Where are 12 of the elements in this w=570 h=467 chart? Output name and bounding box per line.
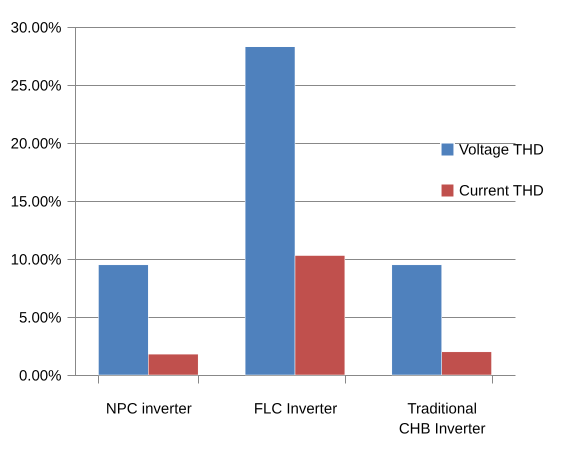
legend-label: Voltage THD — [459, 142, 544, 158]
y-tick-label: 15.00% — [10, 194, 62, 210]
y-tick-label: 5.00% — [18, 310, 62, 326]
legend-label: Current THD — [459, 182, 544, 200]
y-tick-label: 0.00% — [18, 368, 62, 384]
y-tick-label: 30.00% — [10, 20, 62, 36]
y-tick-label: 20.00% — [10, 136, 62, 152]
x-tick-label: NPC inverter — [106, 400, 192, 418]
y-tick-label: 10.00% — [10, 252, 62, 268]
y-tick-label: 25.00% — [10, 78, 62, 94]
x-tick-label: FLC Inverter — [254, 400, 338, 418]
x-tick-label: Traditional CHB Inverter — [398, 400, 486, 438]
